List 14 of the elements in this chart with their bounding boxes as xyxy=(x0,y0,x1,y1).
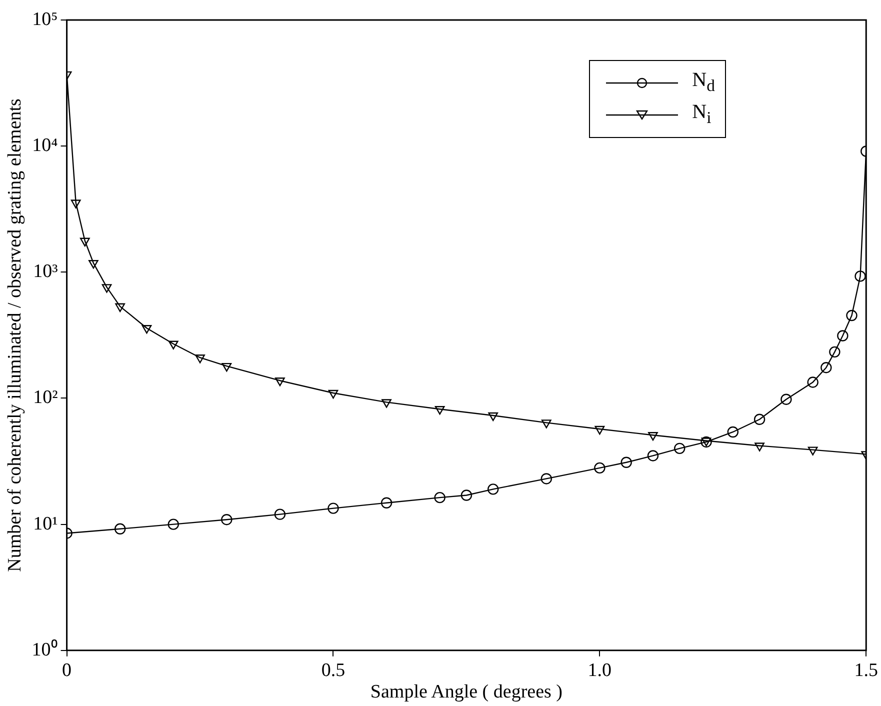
y-tick-label: 10¹ xyxy=(33,513,58,534)
x-tick-label: 1.5 xyxy=(854,660,878,681)
y-tick-label: 10³ xyxy=(33,261,58,282)
y-axis-title: Number of coherently illuminated / observed grating elements xyxy=(4,98,26,572)
legend-label: N$_{d}$ xyxy=(692,68,715,97)
y-tick-label: 10⁵ xyxy=(32,8,58,30)
x-tick-label: 0 xyxy=(62,660,72,681)
x-tick-label: 0.5 xyxy=(321,660,346,681)
y-tick-label: 10² xyxy=(33,387,58,408)
x-axis-title: Sample Angle ( degrees ) xyxy=(370,682,562,703)
x-tick-label: 1.0 xyxy=(588,660,612,681)
y-tick-label: 10⁰ xyxy=(32,638,58,660)
legend-label: N$_{i}$ xyxy=(692,100,712,129)
y-tick-label: 10⁴ xyxy=(32,135,58,156)
